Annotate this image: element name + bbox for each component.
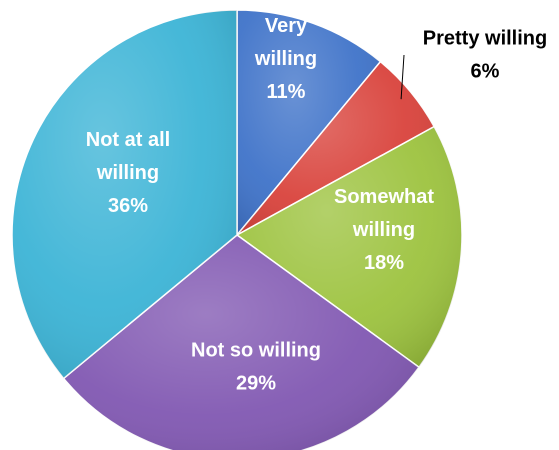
slice-label-not-at-all-willing: Not at all willing 36% [86, 129, 170, 217]
slice-label-very-willing: Very willing 11% [254, 15, 317, 103]
leader-line-pretty-willing [400, 54, 405, 100]
slice-label-line: 29% [236, 373, 276, 395]
slice-label-somewhat-willing: Somewhat willing 18% [334, 186, 434, 274]
slice-label-line: 6% [471, 61, 500, 83]
slice-label-line: willing [96, 162, 159, 184]
slice-label-not-so-willing: Not so willing 29% [191, 340, 321, 395]
slice-label-line: Not so willing [191, 340, 321, 362]
slice-labels: Very willing 11% Pretty willing 6% Somewhat wi… [86, 15, 547, 395]
slice-label-pretty-willing: Pretty willing 6% [423, 28, 547, 83]
slice-label-line: willing [352, 219, 415, 241]
leader-lines [400, 54, 405, 100]
slice-label-line: 11% [267, 81, 306, 103]
slice-label-line: Not at all [86, 129, 170, 151]
slice-label-line: 18% [364, 252, 404, 274]
slice-label-line: Somewhat [334, 186, 434, 208]
slice-label-line: willing [254, 48, 317, 70]
slice-label-line: Very [265, 15, 308, 37]
slice-label-line: Pretty willing [423, 28, 547, 50]
slice-label-line: 36% [108, 195, 148, 217]
